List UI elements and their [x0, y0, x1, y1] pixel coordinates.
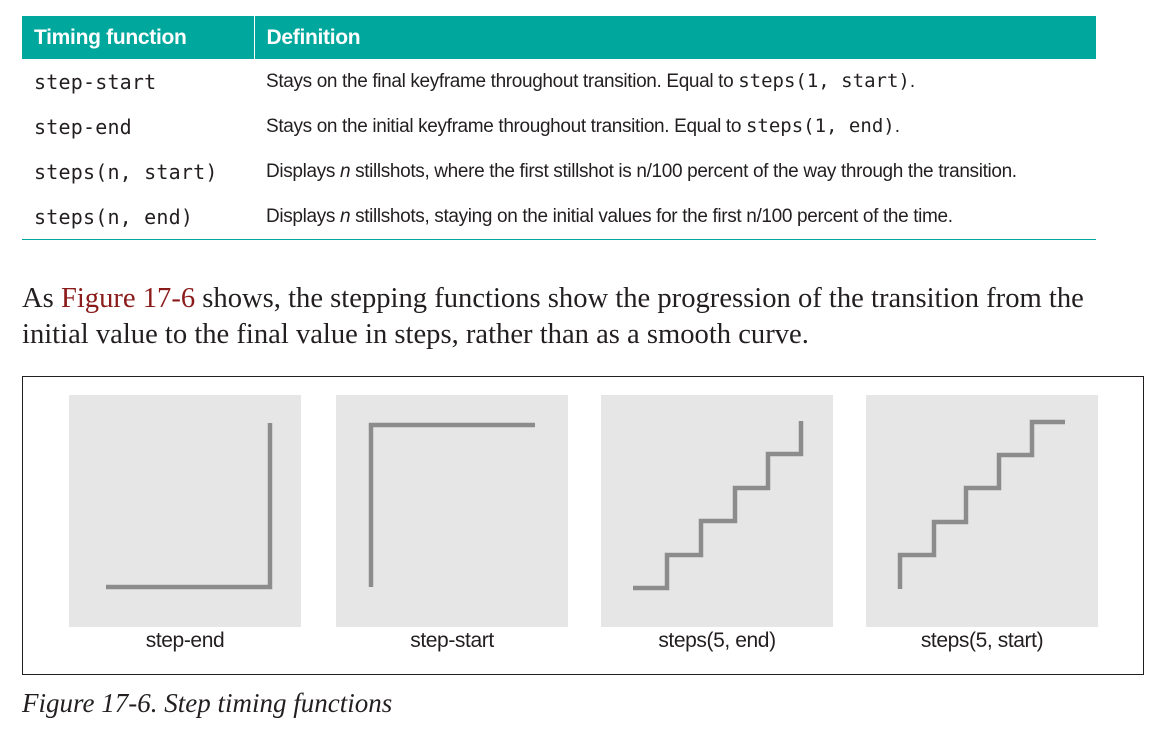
definition-text: Stays on the initial keyframe throughout…: [266, 116, 746, 137]
timing-functions-table: Timing function Definition step-start St…: [22, 16, 1096, 240]
table-row: step-start Stays on the final keyframe t…: [22, 59, 1096, 104]
step-curve-line: [897, 419, 1065, 589]
figure-caption: Figure 17-6. Step timing functions: [22, 688, 393, 718]
steps-5-start-graph: [897, 419, 1065, 589]
definition-text: stillshots, where the first stillshot is…: [350, 160, 1017, 182]
definition-text: .: [909, 71, 915, 92]
table-row: step-end Stays on the initial keyframe t…: [22, 104, 1096, 149]
panel-label: steps(5, end): [658, 629, 776, 652]
panel-steps-5-end: [601, 395, 833, 627]
step-curve-line: [106, 423, 273, 590]
figure-cross-reference-link[interactable]: Figure 17-6: [60, 283, 196, 314]
header-definition: Definition: [253, 16, 1096, 59]
row-name: step-end: [34, 114, 132, 139]
paragraph-text: shows, the stepping functions show the p…: [22, 283, 1084, 350]
panel-step-end: [69, 395, 301, 627]
row-definition: Stays on the initial keyframe throughout…: [254, 104, 1096, 149]
step-end-graph: [106, 423, 273, 590]
step-curve-line: [368, 422, 535, 587]
row-name: steps(n, start): [34, 159, 218, 184]
definition-text: Stays on the final keyframe throughout t…: [266, 71, 739, 92]
definition-emphasis: n: [339, 160, 351, 182]
panel-step-start: [336, 395, 568, 627]
step-curve-line: [633, 421, 804, 591]
definition-emphasis: n: [339, 205, 351, 227]
figure-17-6: step-end step-start steps(5, end) steps(…: [22, 376, 1144, 675]
row-definition: Displays n stillshots, staying on the in…: [254, 194, 1096, 240]
row-name: step-start: [34, 69, 157, 94]
steps-5-end-graph: [633, 421, 804, 591]
definition-text: stillshots, staying on the initial value…: [350, 205, 953, 227]
definition-text: .: [894, 116, 900, 137]
panel-label: step-start: [410, 629, 494, 652]
paragraph-text: As: [22, 283, 61, 314]
panel-steps-5-start: [866, 395, 1098, 627]
row-definition: Stays on the final keyframe throughout t…: [254, 59, 1096, 104]
definition-text: Displays: [266, 160, 340, 182]
table-row: steps(n, end) Displays n stillshots, sta…: [22, 194, 1096, 240]
definition-code: steps(1, start): [738, 70, 910, 92]
table-row: steps(n, start) Displays n stillshots, w…: [22, 149, 1096, 194]
table-header-row: Timing function Definition: [22, 16, 1096, 59]
body-paragraph: As Figure 17-6 shows, the stepping funct…: [22, 281, 1152, 353]
panel-label: step-end: [145, 629, 225, 652]
definition-code: steps(1, end): [745, 115, 895, 137]
definition-text: Displays: [266, 205, 340, 227]
row-name: steps(n, end): [22, 194, 254, 240]
panel-label: steps(5, start): [920, 629, 1044, 652]
header-timing-function: Timing function: [22, 16, 254, 59]
step-start-graph: [368, 422, 535, 587]
row-definition: Displays n stillshots, where the first s…: [254, 149, 1096, 194]
